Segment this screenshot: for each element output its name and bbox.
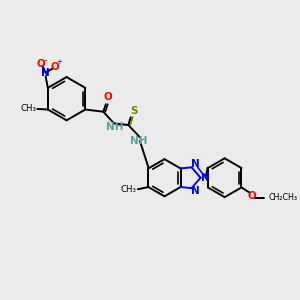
Text: +: + [56,59,62,65]
Text: O: O [50,61,59,71]
Text: N: N [191,186,200,196]
Text: N: N [201,173,210,183]
Text: O: O [103,92,112,102]
Text: N: N [191,159,200,169]
Text: CH₃: CH₃ [20,104,36,113]
Text: CH₂CH₃: CH₂CH₃ [269,194,298,202]
Text: NH: NH [130,136,148,146]
Text: O: O [36,59,45,69]
Text: NH: NH [106,122,123,132]
Text: O: O [248,191,256,201]
Text: N: N [41,68,50,78]
Text: CH₃: CH₃ [121,185,137,194]
Text: S: S [130,106,138,116]
Text: -: - [43,55,47,65]
